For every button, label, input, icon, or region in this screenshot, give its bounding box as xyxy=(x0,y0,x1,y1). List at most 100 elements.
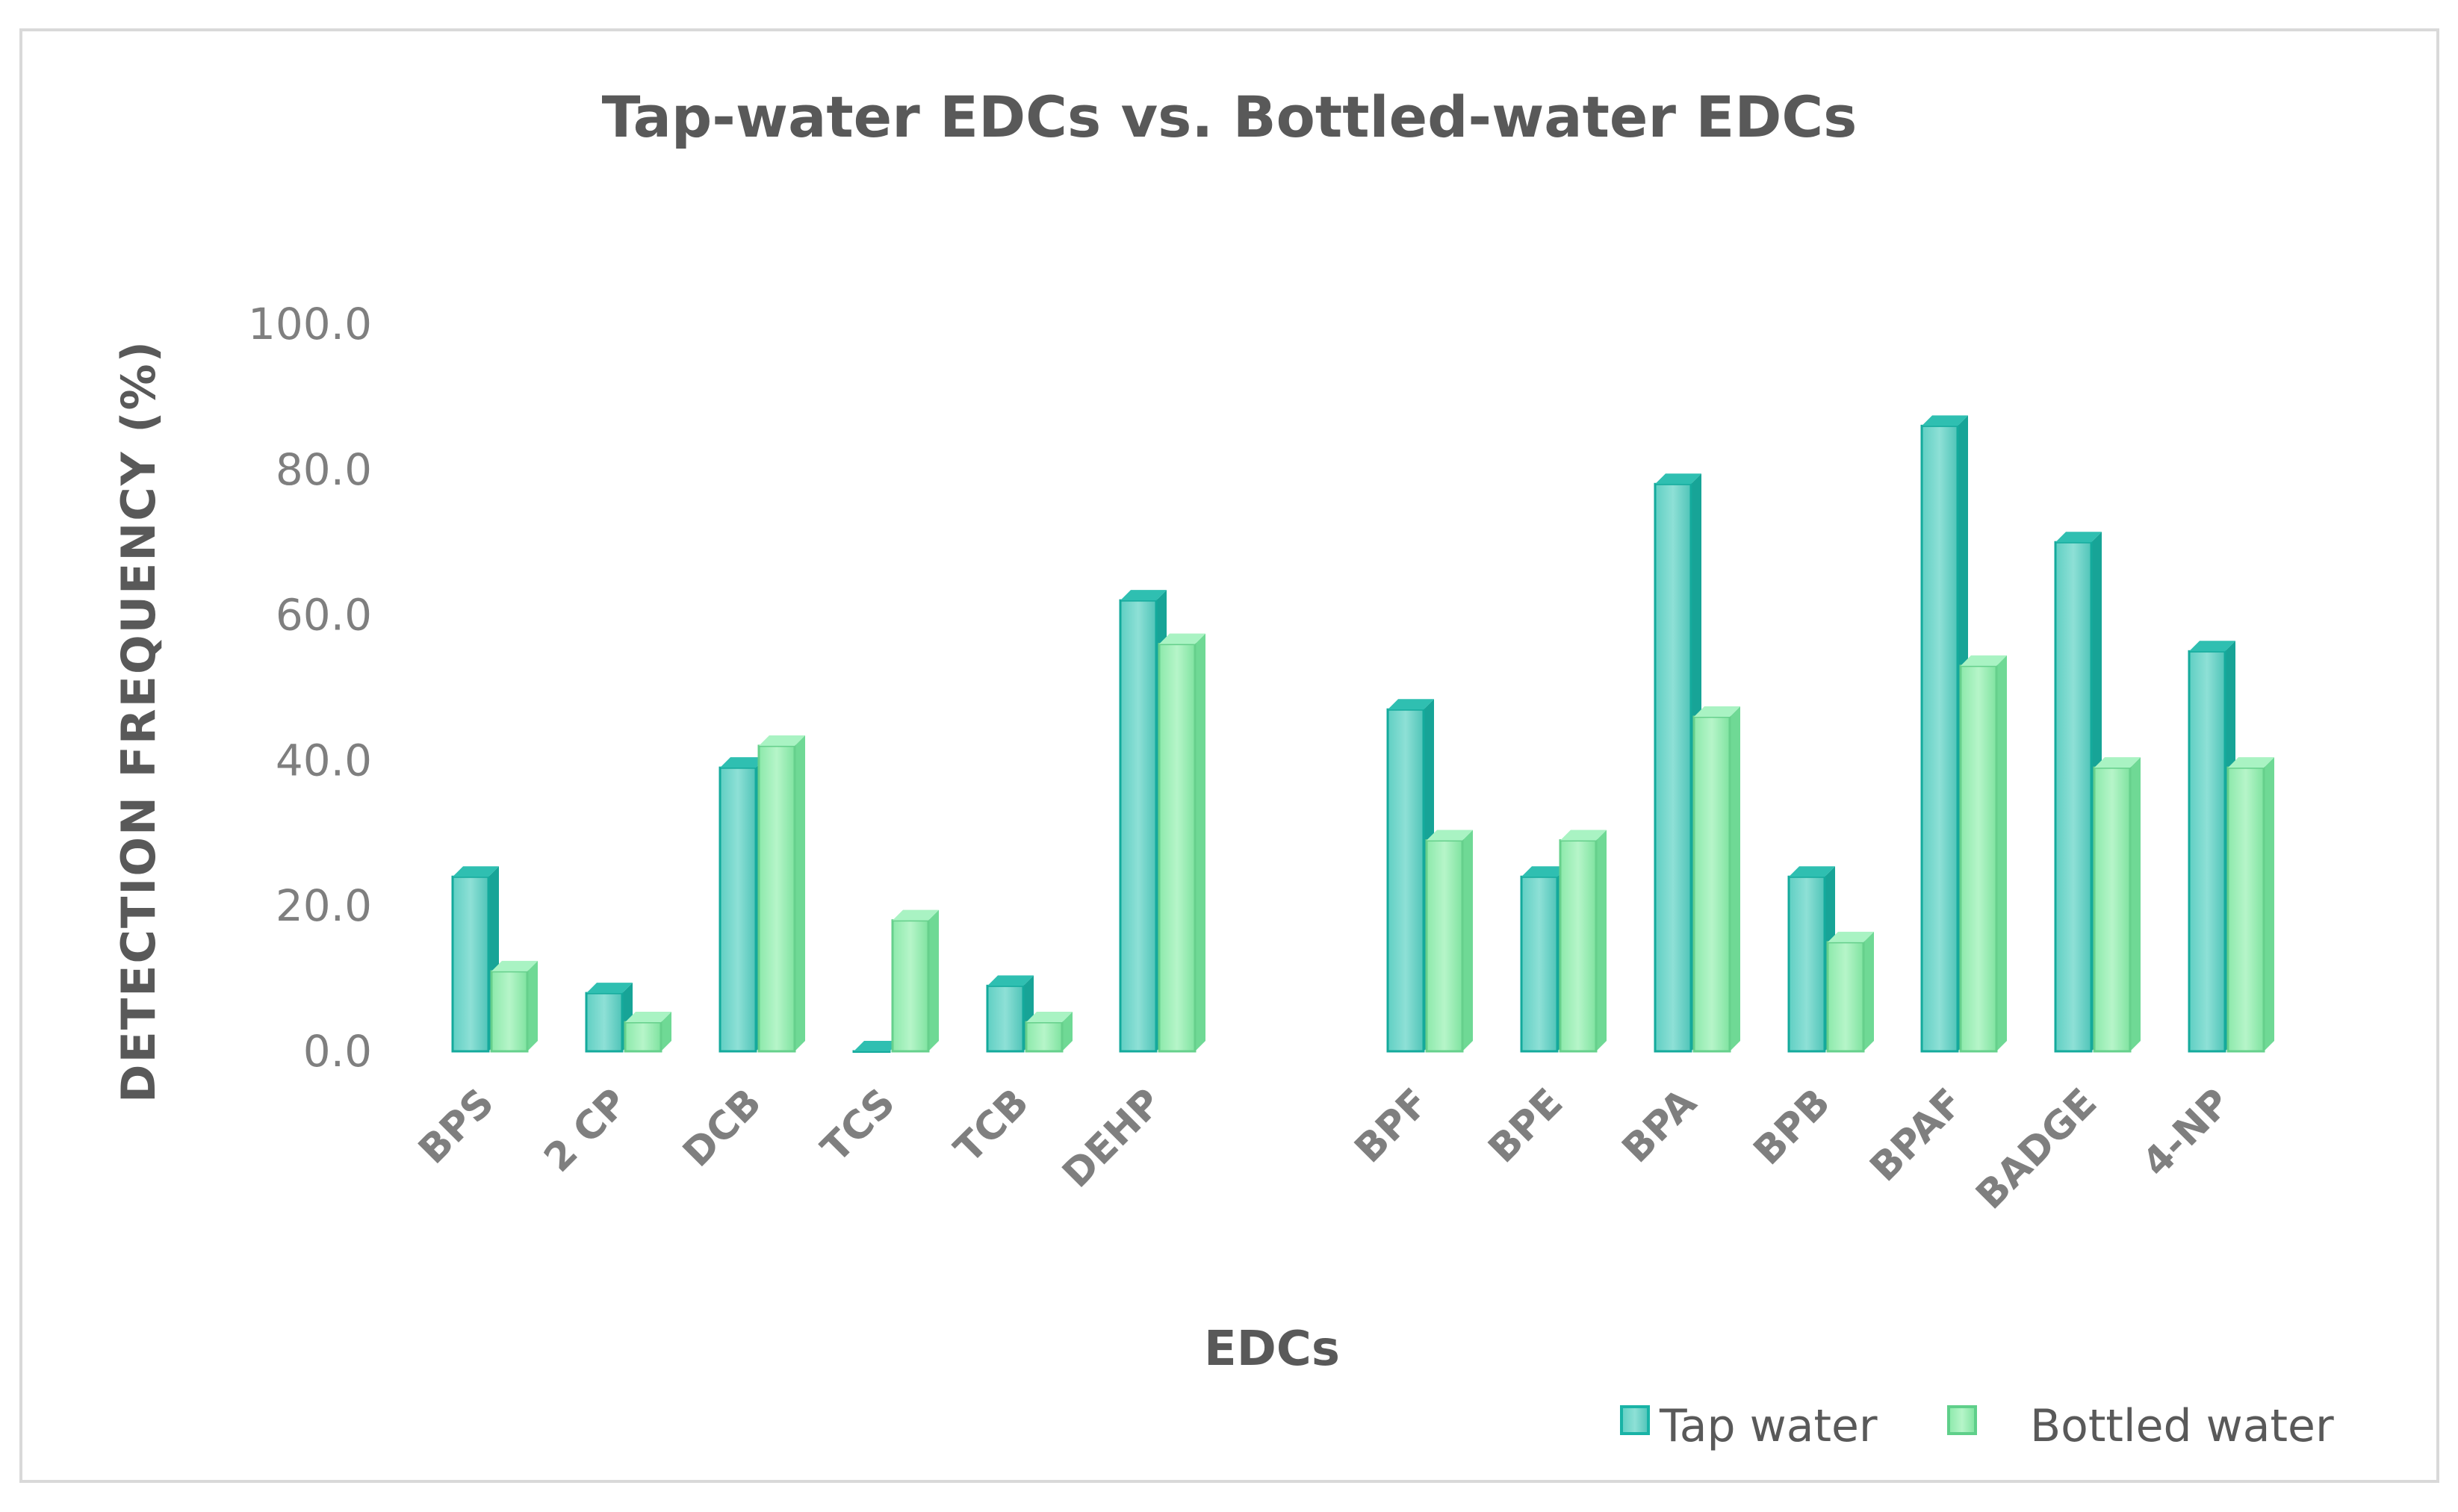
tap-water-bar-top xyxy=(453,866,499,877)
x-tick-label: BPS xyxy=(410,1080,503,1173)
bottled-water-bar-side xyxy=(928,909,939,1051)
x-tick-label: BPE xyxy=(1480,1080,1572,1172)
bottled-water-bar xyxy=(1025,1012,1073,1053)
bottled-water-bar-side xyxy=(1863,931,1874,1051)
legend-swatch-bottled xyxy=(1947,1405,1977,1435)
tap-water-bar-top xyxy=(1922,415,1968,426)
tap-water-bar-front xyxy=(2188,650,2226,1053)
bottled-water-bar-front xyxy=(2226,766,2265,1053)
x-tick-label: TCB xyxy=(946,1080,1038,1172)
bottled-water-bar-side xyxy=(2130,757,2141,1051)
bottled-water-bar-top xyxy=(2228,757,2274,768)
bottled-water-bar-side xyxy=(1996,655,2007,1051)
x-tick-label: BPB xyxy=(1745,1080,1839,1174)
bottled-water-bar-top xyxy=(1828,931,1874,942)
y-tick-label: 0.0 xyxy=(303,1026,372,1077)
tap-water-bar xyxy=(986,975,1034,1053)
tap-water-bar-top xyxy=(2055,532,2102,543)
bottled-water-bar xyxy=(1559,830,1607,1053)
chart-frame xyxy=(19,28,2439,1483)
tap-water-bar xyxy=(2188,641,2235,1053)
x-tick-label: 2 CP xyxy=(536,1080,636,1181)
bottled-water-bar-side xyxy=(1596,830,1607,1051)
tap-water-bar xyxy=(852,1041,900,1053)
bottled-water-bar-side xyxy=(2264,757,2274,1051)
bottled-water-bar-top xyxy=(759,735,805,746)
tap-water-bar-top xyxy=(1655,473,1701,485)
bottled-water-bar-side xyxy=(1195,633,1205,1051)
x-tick-label: BPAF xyxy=(1862,1080,1973,1191)
bottled-water-bar-side xyxy=(795,735,805,1051)
bottled-water-bar-top xyxy=(625,1012,671,1023)
x-axis-ticks: BPS 2 CP DCB TCS TCB DEHP BPF BPE BPA BPB BPAFBADG… xyxy=(410,1080,2239,1219)
bottled-water-bar-front xyxy=(1959,665,1998,1053)
y-tick-label: 80.0 xyxy=(276,444,372,495)
tap-water-bar-top xyxy=(2189,641,2235,652)
tap-water-bar-top xyxy=(586,983,633,994)
tap-water-bar-top xyxy=(1789,866,1835,877)
bottled-water-bar xyxy=(2093,757,2141,1053)
tap-water-bar-front xyxy=(2054,541,2093,1053)
chart-title: Tap-water EDCs vs. Bottled-water EDCs xyxy=(602,84,1858,150)
bottled-water-bar-side xyxy=(1730,706,1740,1051)
bottled-water-bar-top xyxy=(893,909,939,921)
tap-water-bar-top xyxy=(987,975,1034,986)
bottled-water-bar-front xyxy=(1826,941,1865,1053)
bottled-water-bar xyxy=(891,909,939,1053)
legend: Tap water Bottled water xyxy=(1620,1400,2334,1452)
tap-water-bar-top xyxy=(1388,699,1434,710)
y-axis-label: DETECTION FREQUENCY (%) xyxy=(111,340,166,1103)
x-axis-label: EDCs xyxy=(1204,1322,1340,1377)
bottled-water-bar-side xyxy=(1462,830,1473,1051)
tap-water-bar-front xyxy=(585,992,624,1053)
tap-water-bar-front xyxy=(1386,708,1425,1053)
bottled-water-bar-top xyxy=(1026,1012,1073,1023)
x-tick-label: BADGE xyxy=(1967,1080,2105,1219)
bottled-water-bar-side xyxy=(661,1012,671,1051)
bottled-water-bar-side xyxy=(527,960,538,1051)
tap-water-bar-top xyxy=(1521,866,1568,877)
bottled-water-bar-front xyxy=(891,919,930,1053)
bottled-water-bar-front xyxy=(490,970,529,1053)
legend-swatch-tap xyxy=(1620,1405,1650,1435)
tap-water-bar-top xyxy=(720,757,766,768)
bottled-water-bar-front xyxy=(1158,643,1197,1053)
tap-water-bar-front xyxy=(719,766,757,1053)
tap-water-bar-front xyxy=(1119,599,1158,1053)
tap-water-bar-top xyxy=(854,1041,900,1051)
y-tick-label: 100.0 xyxy=(248,299,372,349)
bottled-water-bar-front xyxy=(1559,839,1598,1053)
x-tick-label: 4-NP xyxy=(2134,1080,2239,1186)
bottled-water-bar-front xyxy=(624,1021,662,1053)
bottled-water-bar-top xyxy=(1961,655,2007,666)
tap-water-bar-front xyxy=(1787,875,1826,1053)
legend-label-bottled: Bottled water xyxy=(2030,1400,2334,1452)
legend-label-tap: Tap water xyxy=(1659,1400,1878,1452)
tap-water-bar-top xyxy=(1120,590,1167,601)
x-tick-label: DEHP xyxy=(1054,1080,1170,1197)
x-tick-label: DCB xyxy=(674,1080,770,1176)
tap-water-bar-front xyxy=(1920,424,1959,1053)
tap-water-bar-front xyxy=(986,984,1025,1053)
bottled-water-bar-top xyxy=(1427,830,1473,841)
bar-series xyxy=(451,415,2274,1053)
tap-water-bar-front xyxy=(451,875,490,1053)
bottled-water-bar-top xyxy=(491,960,538,971)
bottled-water-bar xyxy=(2226,757,2274,1053)
bottled-water-bar xyxy=(1826,931,1874,1053)
bottled-water-bar xyxy=(1959,655,2007,1053)
bottled-water-bar-front xyxy=(1425,839,1464,1053)
bottled-water-bar-front xyxy=(1692,715,1731,1053)
x-tick-label: BPF xyxy=(1347,1080,1439,1172)
tap-water-bar-front xyxy=(1520,875,1559,1053)
y-axis-ticks: 0.0 20.0 40.0 60.0 80.0 100.0 xyxy=(248,299,372,1077)
bottled-water-bar-side xyxy=(1062,1012,1073,1051)
x-tick-label: BPA xyxy=(1614,1080,1705,1172)
bottled-water-bar-front xyxy=(2093,766,2132,1053)
bottled-water-bar-front xyxy=(1025,1021,1064,1053)
bottled-water-bar xyxy=(757,735,805,1053)
bottled-water-bar xyxy=(1158,633,1205,1053)
bottled-water-bar-top xyxy=(1159,633,1205,644)
bottled-water-bar-top xyxy=(2094,757,2141,768)
